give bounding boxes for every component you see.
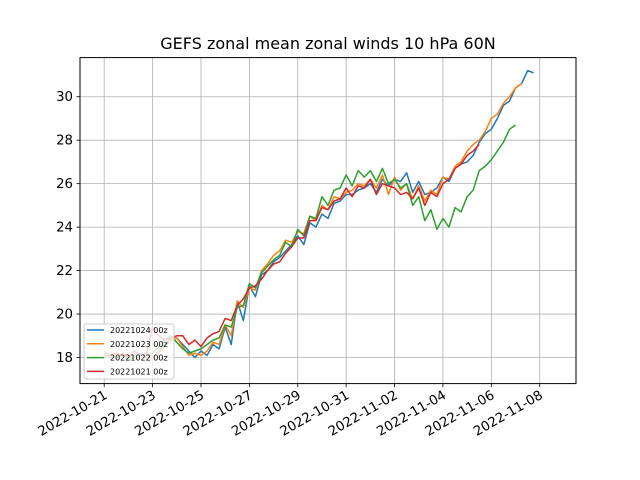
y-tick-label: 18 [56, 351, 73, 366]
y-tick-label: 24 [56, 221, 73, 236]
y-tick-label: 26 [56, 177, 73, 192]
y-tick-label: 28 [56, 134, 73, 149]
legend-label: 20221022 00z [110, 354, 168, 363]
chart-title: GEFS zonal mean zonal winds 10 hPa 60N [160, 34, 495, 53]
plot-frame [79, 57, 577, 385]
y-tick-label: 30 [56, 90, 73, 105]
legend-label: 20221023 00z [110, 340, 168, 349]
legend-label: 20221024 00z [110, 326, 168, 335]
grid-lines [80, 57, 576, 384]
legend-box [83, 323, 175, 380]
y-tick-label: 20 [56, 308, 73, 323]
legend: 20221024 00z 20221023 00z 20221022 00z 2022… [83, 323, 175, 380]
legend-label: 20221021 00z [110, 367, 168, 376]
y-tick-label: 22 [56, 264, 73, 279]
